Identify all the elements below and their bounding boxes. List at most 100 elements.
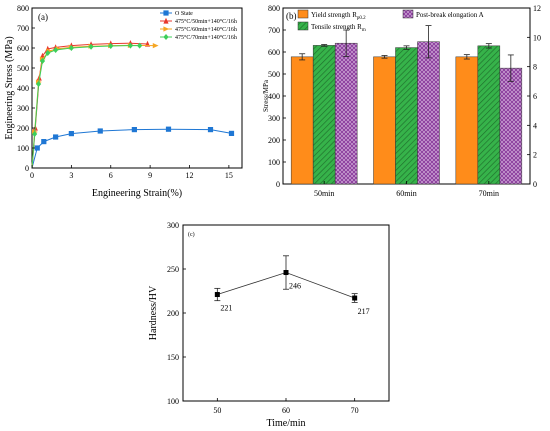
chart-b-y2-tick-label: 8 <box>533 63 537 72</box>
chart-a-point-0 <box>34 145 40 151</box>
chart-b-y-tick-label: 100 <box>268 158 280 167</box>
chart-a-y-tick-label: 100 <box>17 144 29 153</box>
chart-b-legend-text: Yield strength R <box>311 11 357 19</box>
chart-a-point-3 <box>53 47 59 53</box>
chart-a-legend-marker-3 <box>163 34 169 40</box>
chart-a-x-tick-label: 15 <box>225 171 233 180</box>
chart-c-y-tick-label: 300 <box>167 221 179 230</box>
chart-b-y2-tick-label: 10 <box>533 33 541 42</box>
chart-b-legend-subscript: m <box>362 28 366 33</box>
chart-c-y-axis-label: Hardness/HV <box>148 285 159 340</box>
chart-a-series-line-0 <box>31 128 232 169</box>
chart-b-legend-swatch-2 <box>402 9 414 19</box>
chart-b-category-label: 70min <box>479 189 499 198</box>
chart-a-point-0 <box>53 134 59 140</box>
chart-b-y2-tick-label: 12 <box>533 4 541 13</box>
chart-c-data-label: 217 <box>358 307 370 316</box>
chart-a-x-tick-label: 9 <box>148 171 152 180</box>
chart-b-legend-text: Tensile strength R <box>311 23 362 31</box>
chart-a-point-0 <box>131 127 137 133</box>
chart-a-y-tick-label: 0 <box>25 164 29 173</box>
chart-a-x-tick-label: 6 <box>109 171 113 180</box>
chart-b-legend: Yield strength Rp0.2 Tensile strength Rm P… <box>297 9 484 33</box>
chart-b-bar-0 <box>455 56 479 185</box>
chart-a-legend-label-0: O State <box>175 11 193 17</box>
chart-a-point-3 <box>68 45 74 51</box>
chart-c-point <box>352 295 358 301</box>
chart-b-legend-label-0: Yield strength Rp0.2 <box>311 11 366 21</box>
chart-a-point-0 <box>207 127 214 133</box>
chart-b-legend-label-1: Tensile strength Rm <box>311 23 366 33</box>
chart-c: 221 246 217 50 60 70 100 150 200 250 300 (c) Time… <box>148 221 390 429</box>
chart-b-bar-1 <box>312 45 336 185</box>
chart-a-y-tick-label: 300 <box>17 104 29 113</box>
chart-b-legend-label-2: Post-break elongation A <box>416 11 484 19</box>
chart-c-point <box>214 292 220 298</box>
chart-b-bar-2 <box>334 42 358 185</box>
chart-b-bar-1 <box>477 45 501 185</box>
chart-a-series-line-2 <box>31 44 156 169</box>
chart-a-legend-label-2: 475°C/60min+140°C/16h <box>175 26 237 33</box>
chart-c-y-tick-label: 150 <box>167 353 179 362</box>
chart-c-y-tick-label: 200 <box>167 309 179 318</box>
chart-b-y-tick-label: 800 <box>268 4 280 13</box>
chart-a-point-3 <box>32 131 38 137</box>
chart-a-y-axis-label: Engineering Stress (MPa) <box>4 36 15 139</box>
chart-b-y-tick-label: 300 <box>268 114 280 123</box>
chart-a-point-0 <box>97 128 103 134</box>
chart-a-series-line-1 <box>31 42 148 169</box>
chart-b-y-tick-label: 500 <box>268 70 280 79</box>
chart-b-y-axis-label: Stress/MPa <box>262 79 270 112</box>
chart-a-legend: O State475°C/50min+140°C/16h475°C/60min+… <box>160 10 237 41</box>
chart-a-point-3 <box>39 58 46 64</box>
chart-b-y2-tick-label: 4 <box>533 121 537 130</box>
chart-b-y-tick-label: 700 <box>268 26 280 35</box>
chart-b-y-tick-label: 200 <box>268 136 280 145</box>
chart-a-x-tick-label: 12 <box>186 171 194 180</box>
chart-c-x-tick-label: 50 <box>213 406 221 415</box>
chart-a-point-0 <box>228 130 235 136</box>
chart-b-bar-0 <box>290 56 314 185</box>
chart-b-bar-0 <box>373 56 396 185</box>
chart-a-point-3 <box>35 81 42 87</box>
chart-b-legend-subscript: p0.2 <box>357 16 366 21</box>
chart-a-legend-marker-2 <box>163 26 170 32</box>
chart-b-y2-tick-label: 0 <box>533 180 537 189</box>
chart-c-data-label: 221 <box>220 304 232 313</box>
chart-a-legend-marker-1 <box>163 17 169 24</box>
chart-c-data-label: 246 <box>289 282 301 291</box>
chart-a-y-tick-label: 400 <box>17 84 29 93</box>
chart-a-point-0 <box>68 131 74 137</box>
chart-a-point-3 <box>88 43 94 50</box>
chart-c-point <box>283 270 289 276</box>
chart-b-y-tick-label: 0 <box>276 180 280 189</box>
chart-b-y-tick-label: 600 <box>268 48 280 57</box>
chart-a: 0 3 6 9 12 15 0 100 200 300 400 500 600 700 800 (a) En… <box>4 4 243 199</box>
chart-b-bar-2 <box>499 67 523 185</box>
chart-a-y-tick-label: 200 <box>17 124 29 133</box>
chart-a-x-tick-label: 0 <box>30 171 34 180</box>
chart-a-point-0 <box>41 139 47 145</box>
chart-c-y-tick-label: 100 <box>167 397 179 406</box>
chart-c-x-axis-label: Time/min <box>266 418 305 429</box>
chart-b-y-tick-label: 400 <box>268 92 280 101</box>
chart-a-series-line-3 <box>31 45 140 169</box>
chart-a-y-tick-label: 800 <box>17 4 29 13</box>
chart-a-y-tick-label: 500 <box>17 64 29 73</box>
chart-b-category-label: 50min <box>314 189 334 198</box>
chart-a-panel-label: (a) <box>38 12 48 22</box>
chart-a-point-3 <box>127 42 134 49</box>
chart-a-legend-label-1: 475°C/50min+140°C/16h <box>175 18 237 25</box>
chart-a-point-3 <box>108 43 114 49</box>
chart-b-legend-swatch-1 <box>297 21 309 31</box>
chart-a-point-3 <box>45 50 51 56</box>
chart-b-bar-1 <box>395 47 418 185</box>
chart-c-x-tick-label: 60 <box>282 406 290 415</box>
chart-a-point-0 <box>165 126 172 132</box>
chart-a-point-2 <box>152 43 159 49</box>
chart-b: 0 100 200 300 400 500 600 700 800 0 2 4 6 8 10 12 50min 6… <box>262 4 541 198</box>
chart-c-x-tick-label: 70 <box>351 406 359 415</box>
chart-a-y-tick-label: 700 <box>17 24 29 33</box>
chart-a-x-axis-label: Engineering Strain(%) <box>92 188 182 199</box>
